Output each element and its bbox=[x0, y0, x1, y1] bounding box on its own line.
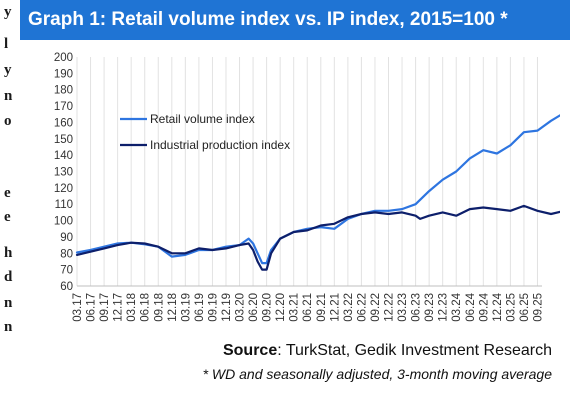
source-text: : TurkStat, Gedik Investment Research bbox=[277, 342, 552, 359]
y-tick-label: 150 bbox=[54, 134, 73, 146]
x-axis: 03.17 06.17 09.17 12.17 03.18 06.18 09.18 12.18… bbox=[72, 285, 544, 322]
x-tick-label: 09.18 bbox=[153, 293, 165, 322]
margin-fragment: e bbox=[4, 209, 11, 225]
margin-fragment: n bbox=[4, 295, 13, 311]
x-tick-label: 12.22 bbox=[384, 293, 396, 322]
x-tick-label: 12.21 bbox=[329, 293, 341, 322]
x-tick-label: 12.17 bbox=[113, 293, 125, 322]
left-margin-text: y l y n o e e h d n n bbox=[0, 0, 20, 409]
source-line: Source: TurkStat, Gedik Investment Resea… bbox=[223, 342, 552, 360]
line-chart: 60 70 80 90 100 110 120 130 140 150 160 170 180 190 20… bbox=[54, 52, 560, 322]
x-tick-label: 03.18 bbox=[126, 293, 138, 322]
y-tick-label: 200 bbox=[54, 52, 73, 64]
x-tick-label: 12.24 bbox=[492, 292, 504, 321]
y-tick-label: 180 bbox=[54, 85, 73, 97]
series-lines bbox=[75, 114, 560, 271]
y-tick-label: 190 bbox=[54, 68, 73, 80]
x-tick-label: 03.19 bbox=[180, 293, 192, 322]
x-tick-label: 12.19 bbox=[221, 293, 233, 322]
x-tick-label: 09.22 bbox=[370, 293, 382, 322]
y-tick-label: 120 bbox=[54, 183, 73, 195]
x-tick-label: 03.24 bbox=[451, 292, 463, 321]
y-axis: 60 70 80 90 100 110 120 130 140 150 160 170 180 190 20… bbox=[54, 52, 73, 293]
x-tick-label: 12.23 bbox=[438, 293, 450, 322]
y-tick-label: 140 bbox=[54, 150, 73, 162]
y-tick-label: 60 bbox=[60, 281, 73, 293]
x-tick-label: 06.18 bbox=[140, 293, 152, 322]
x-tick-label: 03.23 bbox=[397, 293, 409, 322]
x-tick-label: 03.21 bbox=[289, 293, 301, 322]
x-tick-label: 12.18 bbox=[167, 293, 179, 322]
margin-fragment: d bbox=[4, 269, 13, 285]
margin-fragment: h bbox=[4, 245, 13, 261]
y-tick-label: 100 bbox=[54, 216, 73, 228]
x-tick-label: 06.24 bbox=[465, 292, 477, 321]
series-line bbox=[75, 204, 560, 271]
margin-fragment: e bbox=[4, 185, 11, 201]
x-tick-label: 09.17 bbox=[99, 293, 111, 322]
gridlines bbox=[76, 57, 538, 286]
x-tick-label: 06.23 bbox=[411, 293, 423, 322]
y-tick-label: 130 bbox=[54, 167, 73, 179]
x-tick-label: 03.22 bbox=[343, 293, 355, 322]
legend-label: Industrial production index bbox=[150, 138, 290, 152]
x-tick-label: 09.19 bbox=[207, 293, 219, 322]
legend-label: Retail volume index bbox=[150, 112, 255, 126]
x-tick-label: 06.17 bbox=[86, 293, 98, 322]
margin-fragment: n bbox=[4, 319, 13, 335]
x-tick-label: 06.20 bbox=[248, 293, 260, 322]
y-tick-label: 70 bbox=[60, 265, 73, 277]
x-tick-label: 09.25 bbox=[532, 293, 544, 322]
footnote: * WD and seasonally adjusted, 3-month mo… bbox=[202, 366, 552, 382]
x-tick-label: 09.24 bbox=[478, 292, 490, 321]
x-tick-label: 09.20 bbox=[262, 293, 274, 322]
margin-fragment: n bbox=[4, 88, 13, 104]
x-tick-label: 03.20 bbox=[235, 293, 247, 322]
chart-title-bar: Graph 1: Retail volume index vs. IP inde… bbox=[20, 0, 570, 40]
x-tick-label: 12.20 bbox=[275, 293, 287, 322]
y-tick-label: 160 bbox=[54, 117, 73, 129]
series-line bbox=[75, 114, 560, 265]
legend: Retail volume index Industrial production… bbox=[120, 112, 290, 152]
x-tick-label: 06.25 bbox=[519, 293, 531, 322]
margin-fragment: o bbox=[4, 113, 12, 129]
y-tick-label: 80 bbox=[60, 248, 73, 260]
source-label: Source bbox=[222, 342, 278, 359]
x-tick-label: 09.21 bbox=[316, 293, 328, 322]
y-tick-label: 110 bbox=[55, 199, 73, 211]
y-tick-label: 170 bbox=[54, 101, 73, 113]
margin-fragment: y bbox=[4, 62, 12, 78]
y-tick-label: 90 bbox=[60, 232, 73, 244]
x-tick-label: 06.19 bbox=[194, 293, 206, 322]
x-tick-label: 06.22 bbox=[356, 293, 368, 322]
chart-title: Graph 1: Retail volume index vs. IP inde… bbox=[28, 9, 508, 30]
margin-fragment: l bbox=[4, 36, 9, 52]
x-tick-label: 03.17 bbox=[72, 293, 84, 322]
x-tick-label: 03.25 bbox=[505, 293, 517, 322]
x-tick-label: 09.23 bbox=[424, 293, 436, 322]
margin-fragment: y bbox=[4, 4, 12, 20]
x-tick-label: 06.21 bbox=[302, 293, 314, 322]
